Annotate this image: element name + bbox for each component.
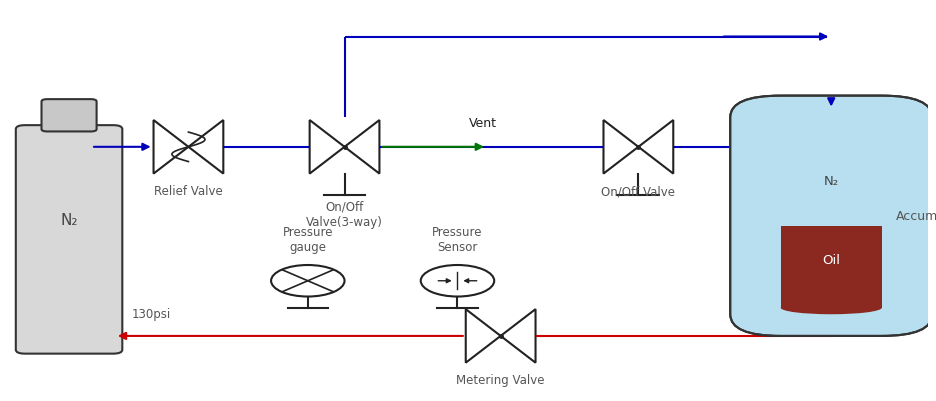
- Text: On/Off
Valve(3-way): On/Off Valve(3-way): [306, 200, 383, 229]
- FancyBboxPatch shape: [41, 100, 96, 132]
- Text: N₂: N₂: [60, 213, 78, 228]
- Text: Pressure
gauge: Pressure gauge: [283, 226, 332, 253]
- Polygon shape: [780, 226, 881, 308]
- Text: Metering Valve: Metering Valve: [456, 373, 545, 387]
- Text: 130psi: 130psi: [132, 308, 171, 320]
- FancyBboxPatch shape: [16, 126, 123, 354]
- FancyBboxPatch shape: [729, 96, 931, 336]
- Text: Relief Valve: Relief Valve: [154, 185, 223, 198]
- Ellipse shape: [780, 302, 881, 314]
- Text: Accumulator: Accumulator: [895, 210, 936, 223]
- Text: N₂: N₂: [823, 174, 838, 187]
- Text: On/Off Valve: On/Off Valve: [601, 185, 675, 198]
- Text: Oil: Oil: [821, 253, 840, 266]
- Text: Pressure
Sensor: Pressure Sensor: [431, 226, 482, 253]
- Text: Vent: Vent: [468, 117, 496, 130]
